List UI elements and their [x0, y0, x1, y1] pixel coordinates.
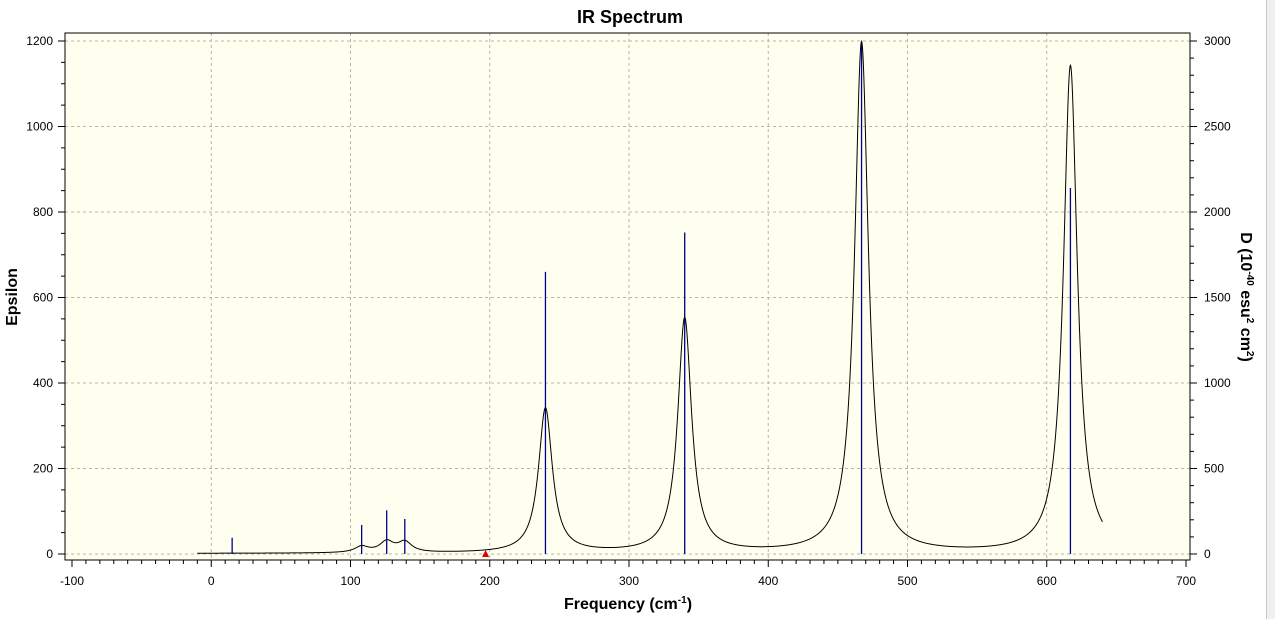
x-tick-label: -100 [60, 574, 84, 588]
y2-tick-label: 2000 [1204, 205, 1231, 219]
x-tick-label: 100 [340, 574, 360, 588]
y-axis-left: 0 200 400 600 800 1000 1200 [26, 34, 65, 561]
y-axis-right: 0 500 1000 1500 2000 2500 3000 [1190, 34, 1231, 561]
plot-area [65, 33, 1190, 560]
y2-tick-label: 3000 [1204, 34, 1231, 48]
y-tick-label: 600 [33, 291, 53, 305]
window-right-border [1266, 0, 1275, 619]
x-tick-label: 200 [480, 574, 500, 588]
y2-tick-label: 1500 [1204, 291, 1231, 305]
y2-tick-label: 1000 [1204, 376, 1231, 390]
y2-tick-label: 2500 [1204, 120, 1231, 134]
y-axis-label: Epsilon [4, 268, 21, 326]
x-tick-label: 600 [1037, 574, 1057, 588]
x-axis-label: Frequency (cm-1) [564, 595, 692, 613]
y-tick-label: 0 [46, 547, 53, 561]
y2-axis-label: D (10-40 esu2 cm2) [1237, 232, 1255, 362]
y-tick-label: 400 [33, 376, 53, 390]
x-axis: -100 0 100 200 300 400 500 600 700 [60, 560, 1196, 588]
marker-layer [482, 550, 490, 557]
y2-tick-label: 500 [1204, 462, 1224, 476]
x-tick-label: 400 [758, 574, 778, 588]
y-tick-label: 800 [33, 205, 53, 219]
y-tick-label: 1200 [26, 34, 53, 48]
x-tick-label: 500 [897, 574, 917, 588]
y-tick-label: 200 [33, 462, 53, 476]
x-tick-label: 0 [208, 574, 215, 588]
grid-lines [65, 33, 1190, 560]
y-tick-label: 1000 [26, 120, 53, 134]
spectrum-line [197, 39, 1103, 554]
y2-tick-label: 0 [1204, 547, 1211, 561]
stick-series [231, 42, 1072, 554]
x-tick-label: 300 [619, 574, 639, 588]
position-marker [482, 550, 490, 557]
plot-border [64, 32, 1191, 561]
x-tick-label: 700 [1176, 574, 1196, 588]
chart-title: IR Spectrum [577, 7, 683, 27]
